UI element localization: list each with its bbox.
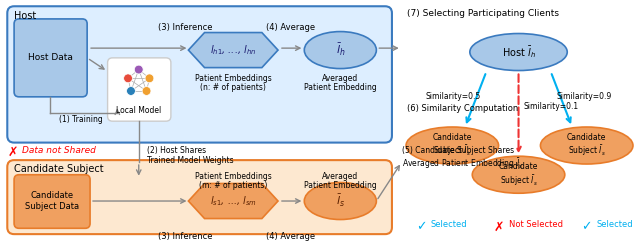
Text: Averaged: Averaged: [322, 172, 358, 181]
Text: ✗: ✗: [7, 145, 18, 159]
Text: Candidate
Subject Data: Candidate Subject Data: [25, 191, 79, 211]
Text: Not Selected: Not Selected: [509, 221, 563, 230]
FancyBboxPatch shape: [7, 160, 392, 234]
Circle shape: [145, 74, 154, 83]
Text: (3) Inference: (3) Inference: [158, 232, 212, 241]
Ellipse shape: [540, 127, 633, 164]
Text: Averaged: Averaged: [322, 74, 358, 83]
Text: Patient Embedding: Patient Embedding: [304, 83, 377, 92]
Text: $\bar{l}_s$: $\bar{l}_s$: [336, 193, 345, 209]
Circle shape: [134, 65, 143, 74]
Text: (5) Candidate Subject Shares
Averaged Patient Embedding $\bar{l}_s$: (5) Candidate Subject Shares Averaged Pa…: [402, 145, 523, 171]
Text: ✓: ✓: [582, 221, 592, 234]
Text: (7) Selecting Participating Clients: (7) Selecting Participating Clients: [406, 9, 559, 18]
Text: (n: # of patients): (n: # of patients): [200, 83, 266, 92]
Text: Selected: Selected: [596, 221, 633, 230]
Text: Host $\bar{l}_h$: Host $\bar{l}_h$: [502, 44, 536, 60]
Text: $l_{s1}$, ..., $l_{sm}$: $l_{s1}$, ..., $l_{sm}$: [210, 194, 257, 208]
Ellipse shape: [472, 156, 564, 193]
Text: Host Data: Host Data: [28, 53, 72, 62]
Text: (1) Training: (1) Training: [59, 115, 102, 124]
Polygon shape: [188, 32, 278, 68]
Text: ✗: ✗: [494, 221, 504, 234]
Text: (6) Similarity Computation: (6) Similarity Computation: [406, 104, 518, 113]
Text: (2) Host Shares
Trained Model Weights: (2) Host Shares Trained Model Weights: [147, 145, 233, 165]
Text: Similarity=0.1: Similarity=0.1: [524, 102, 579, 111]
Text: Host: Host: [14, 11, 36, 21]
Polygon shape: [188, 183, 278, 219]
Text: $l_{h1}$, ..., $l_{hn}$: $l_{h1}$, ..., $l_{hn}$: [210, 43, 257, 57]
FancyBboxPatch shape: [14, 19, 87, 97]
Circle shape: [142, 87, 151, 95]
Text: Data not Shared: Data not Shared: [22, 145, 96, 154]
Text: Selected: Selected: [431, 221, 468, 230]
Text: Similarity=0.9: Similarity=0.9: [556, 92, 611, 101]
Ellipse shape: [470, 33, 567, 71]
Circle shape: [127, 87, 135, 95]
Text: Candidate
Subject $\bar{l}_s$: Candidate Subject $\bar{l}_s$: [499, 162, 538, 188]
Ellipse shape: [406, 127, 499, 164]
Text: Local Model: Local Model: [116, 106, 161, 115]
Text: (m: # of patients): (m: # of patients): [199, 181, 268, 190]
Ellipse shape: [304, 183, 376, 220]
Text: Candidate Subject: Candidate Subject: [14, 164, 104, 174]
Text: (3) Inference: (3) Inference: [158, 23, 212, 32]
Text: ✓: ✓: [416, 221, 426, 234]
Text: $\bar{l}_h$: $\bar{l}_h$: [335, 42, 345, 58]
Text: Patient Embeddings: Patient Embeddings: [195, 172, 271, 181]
Text: Patient Embeddings: Patient Embeddings: [195, 74, 271, 83]
Text: Candidate
Subject $\bar{l}_s$: Candidate Subject $\bar{l}_s$: [567, 132, 606, 158]
Text: Similarity=0.5: Similarity=0.5: [426, 92, 481, 101]
Text: (4) Average: (4) Average: [266, 232, 316, 241]
Ellipse shape: [304, 31, 376, 69]
Text: Candidate
Subject $\bar{l}_s$: Candidate Subject $\bar{l}_s$: [433, 132, 472, 158]
Text: (4) Average: (4) Average: [266, 23, 316, 32]
Text: Patient Embedding: Patient Embedding: [304, 181, 377, 190]
FancyBboxPatch shape: [14, 175, 90, 228]
FancyBboxPatch shape: [108, 58, 171, 121]
Circle shape: [124, 74, 132, 83]
FancyBboxPatch shape: [7, 6, 392, 142]
